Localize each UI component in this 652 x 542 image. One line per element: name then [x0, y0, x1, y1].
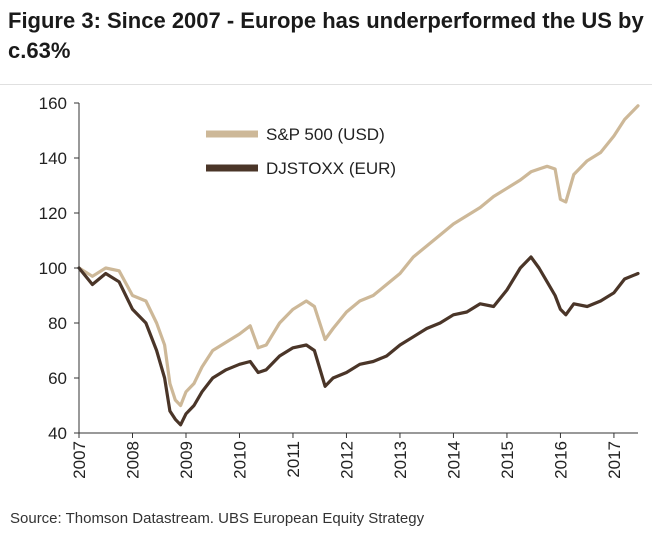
legend-label-sp500: S&P 500 (USD): [266, 125, 385, 144]
x-tick-label: 2011: [284, 441, 303, 478]
x-tick-label: 2013: [391, 441, 410, 479]
series-sp500-line: [77, 104, 640, 408]
source-note: Source: Thomson Datastream. UBS European…: [10, 510, 425, 527]
y-tick-label: 160: [39, 94, 67, 113]
x-tick-label: 2008: [123, 441, 142, 479]
axes-layer: 40 60 80 100 120 140 160 2007 2008 2009 2010 2011 20…: [39, 94, 638, 479]
legend: S&P 500 (USD) DJSTOXX (EUR): [206, 125, 396, 178]
x-tick-label: 2015: [498, 441, 517, 479]
y-tick-label: 100: [39, 259, 67, 278]
x-tick-label: 2010: [230, 441, 249, 479]
y-tick-label: 120: [39, 204, 67, 223]
y-tick-label: 60: [48, 369, 67, 388]
x-tick-label: 2014: [444, 441, 463, 479]
series-layer: [77, 104, 640, 427]
x-tick-label: 2016: [551, 441, 570, 479]
legend-label-djstoxx: DJSTOXX (EUR): [266, 159, 396, 178]
line-chart: 40 60 80 100 120 140 160 2007 2008 2009 2010 2011 20…: [39, 94, 640, 479]
title-divider: [0, 84, 652, 85]
chart-title: Figure 3: Since 2007 - Europe has underp…: [8, 8, 644, 63]
x-tick-label: 2017: [605, 441, 624, 479]
y-tick-label: 140: [39, 149, 67, 168]
x-tick-label: 2012: [337, 441, 356, 479]
x-tick-label: 2009: [177, 441, 196, 479]
x-tick-label: 2007: [70, 441, 89, 479]
y-tick-label: 80: [48, 314, 67, 333]
y-tick-label: 40: [48, 424, 67, 443]
series-djstoxx-line: [77, 255, 640, 427]
